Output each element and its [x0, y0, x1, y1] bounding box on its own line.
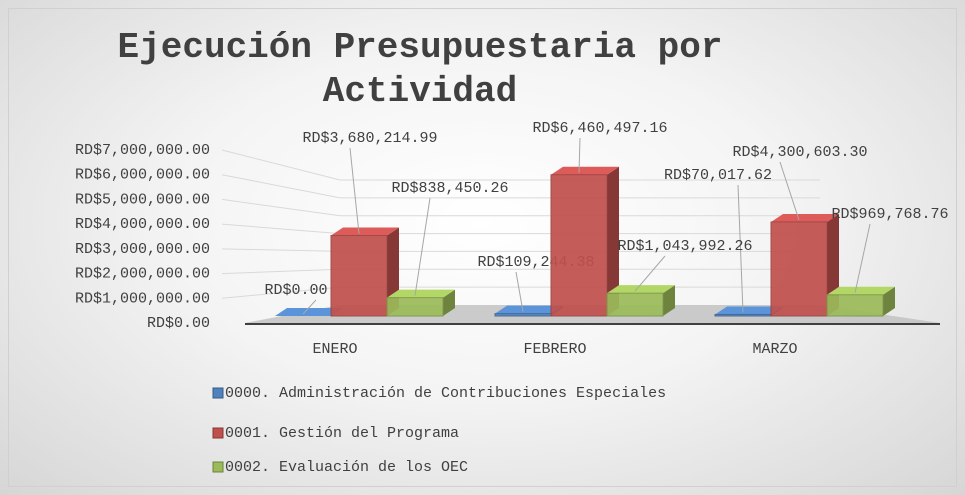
- legend-swatch: [212, 461, 224, 473]
- leader-line: [302, 299, 317, 315]
- grid-line: [221, 198, 820, 217]
- y-tick-label: RD$2,000,000.00: [75, 266, 210, 283]
- bar: [770, 221, 828, 317]
- bar: [386, 297, 444, 317]
- bar-top: [495, 305, 563, 314]
- bar-top: [715, 306, 783, 315]
- bar-top: [827, 286, 895, 295]
- x-tick-label: FEBRERO: [523, 341, 586, 358]
- bar-side: [443, 289, 455, 316]
- leader-line: [737, 184, 744, 313]
- bar-side: [607, 166, 619, 316]
- bar-top: [387, 289, 455, 298]
- legend-swatch: [212, 427, 224, 439]
- bar-top: [275, 308, 343, 316]
- bar: [714, 313, 772, 317]
- y-tick-label: RD$6,000,000.00: [75, 167, 210, 184]
- data-label: RD$0.00: [264, 282, 327, 299]
- bar-top: [607, 285, 675, 294]
- y-tick-label: RD$1,000,000.00: [75, 290, 210, 307]
- leader-line: [349, 147, 360, 234]
- grid-line: [221, 223, 820, 235]
- x-tick-label: ENERO: [312, 341, 357, 358]
- bar: [826, 294, 884, 317]
- y-tick-label: RD$7,000,000.00: [75, 142, 210, 159]
- bar-top: [331, 227, 399, 236]
- data-label: RD$6,460,497.16: [532, 120, 667, 137]
- y-tick-label: RD$4,000,000.00: [75, 216, 210, 233]
- bar-side: [883, 286, 895, 316]
- x-tick-label: MARZO: [752, 341, 797, 358]
- leader-line: [779, 161, 800, 221]
- data-label: RD$70,017.62: [664, 167, 772, 184]
- leader-line: [854, 223, 871, 293]
- leader-line: [634, 255, 666, 292]
- legend-label: 0001. Gestión del Programa: [225, 425, 459, 442]
- bar: [550, 174, 608, 317]
- bar-side: [663, 285, 675, 316]
- grid-line: [221, 149, 820, 181]
- chart-title: Ejecución Presupuestaria por Actividad: [117, 27, 723, 112]
- leader-line: [414, 197, 431, 296]
- chart-border: [8, 8, 957, 487]
- bar: [606, 292, 664, 317]
- bar: [494, 313, 552, 317]
- legend-label: 0000. Administración de Contribuciones E…: [225, 385, 666, 402]
- leader-line: [515, 271, 524, 312]
- grid-line: [221, 174, 820, 199]
- legend-label: 0002. Evaluación de los OEC: [225, 459, 468, 476]
- data-label: RD$4,300,603.30: [732, 144, 867, 161]
- data-label: RD$838,450.26: [391, 180, 508, 197]
- bar-top: [551, 166, 619, 175]
- y-tick-label: RD$0.00: [147, 315, 210, 332]
- data-label: RD$3,680,214.99: [302, 130, 437, 147]
- y-tick-label: RD$3,000,000.00: [75, 241, 210, 258]
- bar-top: [771, 214, 839, 223]
- y-tick-label: RD$5,000,000.00: [75, 191, 210, 208]
- data-label: RD$969,768.76: [831, 206, 948, 223]
- bar: [330, 235, 388, 317]
- leader-line: [578, 137, 581, 173]
- data-label: RD$1,043,992.26: [617, 238, 752, 255]
- legend-swatch: [212, 387, 224, 399]
